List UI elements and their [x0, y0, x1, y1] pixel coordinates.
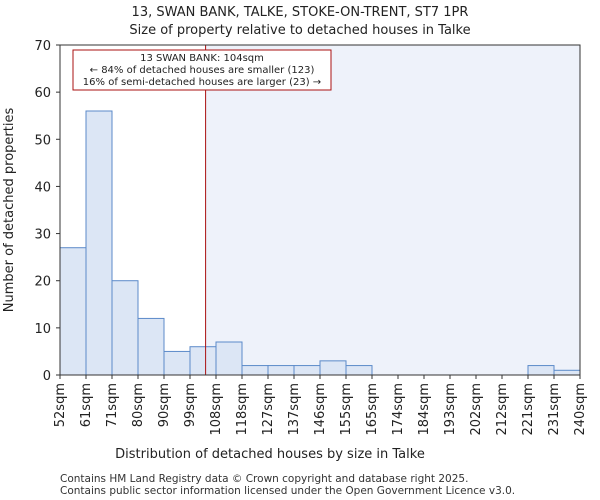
bar-99sqm: [189, 346, 217, 376]
bar-108sqm: [215, 341, 243, 376]
bar-52sqm: [59, 247, 87, 376]
x-tick-label: 231sqm: [547, 383, 562, 436]
annotation-line3: 16% of semi-detached houses are larger (…: [83, 77, 321, 88]
x-tick-label: 146sqm: [313, 383, 328, 436]
bar-90sqm: [163, 350, 191, 376]
x-tick-label: 127sqm: [261, 383, 276, 436]
annotation-line1: 13 SWAN BANK: 104sqm: [140, 53, 264, 64]
bar-231sqm: [553, 369, 581, 376]
x-tick-label: 174sqm: [391, 383, 406, 436]
annotation-frame: [72, 49, 332, 91]
x-tick-label: 90sqm: [157, 383, 172, 427]
x-tick-label: 240sqm: [573, 383, 588, 436]
bar-155sqm: [345, 365, 373, 376]
y-tick-label: 60: [34, 86, 51, 101]
bar-127sqm: [267, 365, 295, 376]
y-tick-label: 0: [43, 369, 51, 384]
bars: [59, 110, 581, 376]
x-tick-label: 118sqm: [235, 383, 250, 436]
x-tick-label: 202sqm: [469, 383, 484, 436]
x-tick-label: 108sqm: [209, 383, 224, 436]
footer-line2: Contains public sector information licen…: [60, 485, 515, 497]
x-tick-label: 137sqm: [287, 383, 302, 436]
x-tick-label: 52sqm: [53, 383, 68, 427]
y-axis-label: Number of detached properties: [2, 108, 17, 313]
chart-title-line1: 13, SWAN BANK, TALKE, STOKE-ON-TRENT, ST…: [132, 5, 469, 20]
plot-frame: [59, 44, 581, 376]
x-axis: 52sqm 61sqm 71sqm 80sqm 90sqm 99sqm 108sqm 118s…: [53, 375, 588, 436]
bar-71sqm: [111, 280, 139, 376]
bar-137sqm: [293, 365, 321, 376]
footer-line1: Contains HM Land Registry data © Crown c…: [60, 473, 468, 485]
bar-80sqm: [137, 317, 165, 376]
y-tick-label: 70: [34, 39, 51, 54]
plot-area: 0 10 20 30 40 50 60 70 52sqm 61sqm 71sqm 80sqm 90sq…: [34, 39, 588, 436]
x-tick-label: 165sqm: [365, 383, 380, 436]
x-tick-label: 221sqm: [521, 383, 536, 436]
x-tick-label: 99sqm: [183, 383, 198, 427]
x-tick-label: 80sqm: [131, 383, 146, 427]
bar-221sqm: [527, 365, 555, 376]
x-tick-label: 155sqm: [339, 383, 354, 436]
x-tick-label: 61sqm: [79, 383, 94, 427]
y-tick-label: 30: [34, 228, 51, 243]
x-tick-label: 184sqm: [417, 383, 432, 436]
x-axis-label: Distribution of detached houses by size …: [115, 447, 425, 462]
x-tick-label: 71sqm: [105, 383, 120, 427]
y-tick-label: 50: [34, 133, 51, 148]
chart-title-line2: Size of property relative to detached ho…: [129, 23, 470, 38]
larger-region-background: [205, 45, 580, 375]
bar-146sqm: [319, 360, 347, 376]
x-tick-label: 212sqm: [495, 383, 510, 436]
annotation-line2: ← 84% of detached houses are smaller (12…: [90, 65, 315, 76]
y-axis: 0 10 20 30 40 50 60 70: [34, 39, 60, 384]
annotation-box: 13 SWAN BANK: 104sqm ← 84% of detached h…: [72, 49, 332, 91]
bar-118sqm: [241, 365, 269, 376]
y-tick-label: 20: [34, 275, 51, 290]
bar-61sqm: [85, 110, 113, 376]
y-tick-label: 40: [34, 180, 51, 195]
y-tick-label: 10: [34, 322, 51, 337]
x-tick-label: 193sqm: [443, 383, 458, 436]
